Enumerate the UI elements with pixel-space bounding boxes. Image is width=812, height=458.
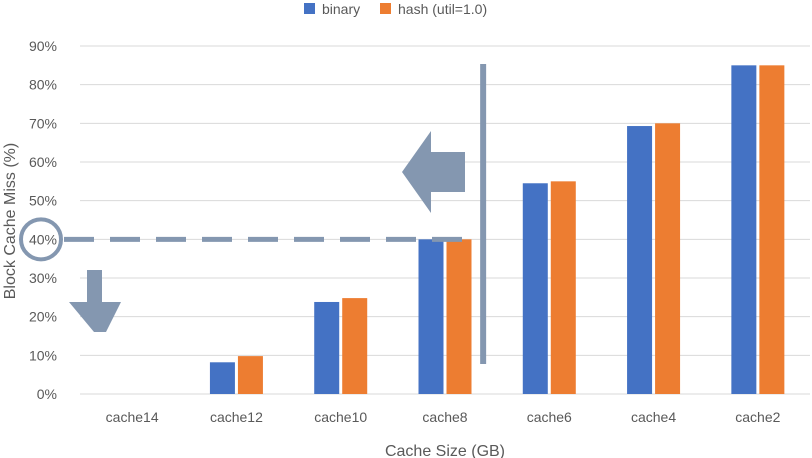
bar-binary bbox=[522, 183, 548, 394]
bar-hash bbox=[655, 123, 681, 394]
y-tick-label: 70% bbox=[29, 115, 57, 131]
bar-hash bbox=[237, 356, 263, 394]
legend: binary hash (util=1.0) bbox=[304, 1, 487, 17]
legend-label-binary: binary bbox=[322, 1, 360, 17]
x-tick-label: cache8 bbox=[422, 409, 467, 425]
down-arrow-icon bbox=[69, 270, 121, 332]
bar-hash bbox=[550, 181, 576, 394]
x-tick-label: cache10 bbox=[314, 409, 367, 425]
legend-swatch-binary bbox=[304, 3, 315, 14]
y-tick-label: 20% bbox=[29, 309, 57, 325]
y-tick-label: 30% bbox=[29, 270, 57, 286]
bar-binary bbox=[314, 301, 340, 394]
legend-label-hash: hash (util=1.0) bbox=[398, 1, 487, 17]
bar-binary bbox=[627, 126, 653, 394]
y-tick-label: 90% bbox=[29, 38, 57, 54]
y-tick-label: 50% bbox=[29, 193, 57, 209]
y-tick-label: 10% bbox=[29, 347, 57, 363]
bar-binary bbox=[418, 239, 444, 394]
x-tick-label: cache12 bbox=[210, 409, 263, 425]
threshold-circle bbox=[19, 217, 63, 262]
y-tick-label: 40% bbox=[29, 231, 57, 247]
bar-hash bbox=[446, 239, 472, 394]
x-tick-label: cache2 bbox=[735, 409, 780, 425]
y-tick-label: 60% bbox=[29, 154, 57, 170]
y-tick-label: 0% bbox=[37, 386, 57, 402]
gridlines bbox=[80, 45, 810, 395]
x-tick-label: cache6 bbox=[527, 409, 572, 425]
bar-binary bbox=[209, 362, 235, 394]
left-arrow-icon bbox=[402, 131, 465, 213]
y-tick-label: 80% bbox=[29, 77, 57, 93]
annotations bbox=[19, 64, 487, 364]
legend-swatch-hash bbox=[380, 3, 391, 14]
y-axis-title: Block Cache Miss (%) bbox=[2, 143, 19, 299]
x-tick-label: cache4 bbox=[631, 409, 676, 425]
bar-hash bbox=[342, 298, 368, 394]
bar-hash bbox=[759, 65, 785, 394]
bars bbox=[209, 65, 785, 394]
x-axis-title: Cache Size (GB) bbox=[385, 443, 505, 458]
y-axis-ticks: 0% 10% 20% 30% 40% 50% 60% 70% 80% 90% bbox=[29, 38, 57, 402]
x-tick-label: cache14 bbox=[106, 409, 159, 425]
bar-binary bbox=[731, 65, 757, 394]
x-axis-ticks: cache14 cache12 cache10 cache8 cache6 cache4 c… bbox=[106, 409, 781, 425]
